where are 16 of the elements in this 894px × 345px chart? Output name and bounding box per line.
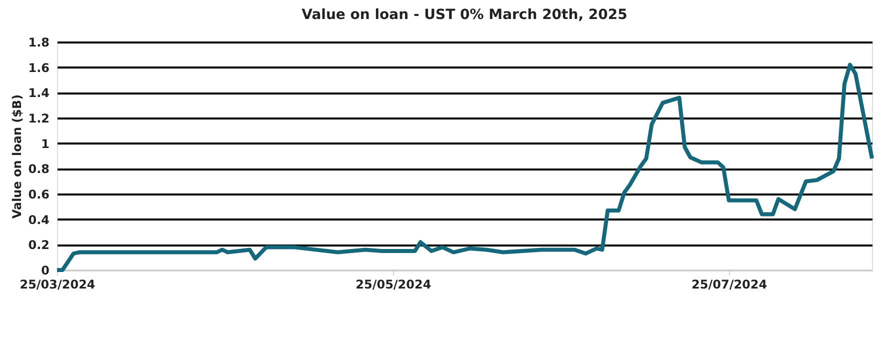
x-tick-label: 25/07/2024 bbox=[692, 278, 768, 292]
y-tick-label: 1.8 bbox=[28, 36, 50, 50]
x-tick-label: 25/03/2024 bbox=[20, 278, 96, 292]
chart-title: Value on loan - UST 0% March 20th, 2025 bbox=[302, 7, 628, 23]
y-tick-label: 0.4 bbox=[28, 212, 50, 227]
line-series bbox=[55, 62, 874, 272]
y-tick-label: 1.4 bbox=[28, 86, 50, 100]
y-tick-label: 0.6 bbox=[28, 188, 50, 202]
y-axis-title: Value on loan ($B) bbox=[10, 94, 24, 219]
y-tick-label: 1 bbox=[41, 136, 50, 151]
y-tick-label: 0.8 bbox=[28, 162, 50, 176]
y-tick-label: 0 bbox=[41, 264, 50, 278]
y-tick-label: 1.6 bbox=[28, 60, 50, 75]
y-tick-label: 1.2 bbox=[28, 112, 50, 126]
x-tick-label: 25/05/2024 bbox=[356, 278, 432, 292]
y-tick-label: 0.2 bbox=[28, 238, 50, 252]
